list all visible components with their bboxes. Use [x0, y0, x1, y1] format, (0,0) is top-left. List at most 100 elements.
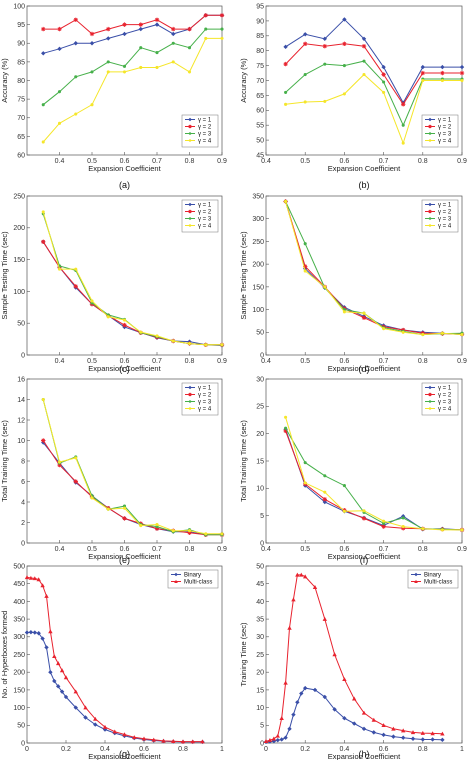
series-4	[41, 210, 224, 347]
data-point	[73, 17, 78, 22]
x-tick-label: 0	[25, 746, 29, 753]
x-tick-label: 0.8	[185, 158, 195, 165]
chart-caption: (c)	[119, 364, 130, 374]
data-point	[41, 239, 46, 244]
data-point	[362, 509, 366, 513]
data-point	[188, 209, 192, 214]
y-tick-label: 0	[21, 740, 25, 747]
data-point	[219, 13, 225, 18]
y-tick-label: 70	[17, 115, 25, 122]
y-tick-label: 60	[256, 108, 264, 115]
legend-entry: γ = 3	[198, 217, 212, 223]
x-tick-label: 0.6	[340, 158, 350, 165]
data-point	[57, 90, 62, 94]
data-point	[188, 385, 192, 390]
data-point	[332, 652, 337, 657]
data-point	[361, 710, 367, 715]
legend-box	[421, 199, 459, 233]
y-tick-label: 10	[256, 705, 264, 712]
data-point	[106, 315, 110, 319]
y-tick-label: 450	[13, 581, 25, 588]
data-point	[28, 629, 34, 635]
data-point	[41, 51, 46, 56]
series-3	[41, 27, 224, 107]
data-point	[220, 36, 224, 40]
legend: γ = 1γ = 2γ = 3γ = 4	[421, 382, 459, 416]
legend: γ = 1γ = 2γ = 3γ = 4	[181, 199, 219, 233]
y-axis-label: Total Training Time (sec)	[239, 420, 248, 502]
data-point	[362, 59, 366, 63]
data-point	[401, 525, 405, 529]
series-4	[284, 415, 464, 532]
data-point	[323, 474, 327, 478]
y-tick-label: 0	[21, 540, 25, 547]
y-tick-label: 100	[13, 705, 25, 712]
x-axis-label: Expansion Coefficient	[328, 752, 401, 760]
x-tick-label: 1	[220, 746, 224, 753]
data-point	[188, 202, 192, 207]
chart-caption: (h)	[359, 749, 370, 759]
series-line	[285, 43, 462, 106]
data-point	[284, 102, 288, 106]
y-tick-label: 70	[256, 78, 264, 85]
series-line	[42, 399, 222, 535]
data-point	[428, 217, 432, 220]
data-point	[401, 102, 406, 107]
y-tick-label: 50	[256, 330, 264, 337]
data-point	[428, 224, 432, 227]
y-tick-label: 60	[17, 152, 25, 159]
data-point	[361, 315, 367, 320]
data-point	[57, 460, 62, 464]
data-point	[287, 726, 292, 732]
x-axis-label: Expansion Coefficient	[328, 164, 401, 173]
data-point	[138, 22, 143, 27]
y-tick-label: 65	[256, 93, 264, 100]
data-point	[187, 530, 192, 535]
x-tick-label: 0.9	[457, 358, 467, 365]
y-tick-label: 10	[17, 438, 25, 445]
x-tick-label: 0.4	[100, 746, 110, 753]
series-line	[285, 417, 462, 531]
y-tick-label: 50	[17, 321, 25, 328]
x-tick-label: 0.6	[340, 358, 350, 365]
data-point	[284, 199, 288, 203]
data-point	[139, 46, 143, 50]
series-2	[263, 572, 445, 743]
data-point	[41, 26, 46, 32]
data-point	[428, 400, 432, 403]
data-point	[32, 630, 37, 635]
data-point	[382, 521, 386, 525]
chart-caption: (e)	[119, 555, 130, 565]
chart-caption: (g)	[119, 749, 130, 759]
x-axis-label: Expansion Coefficient	[88, 364, 161, 373]
data-point	[89, 31, 95, 37]
data-point	[155, 334, 159, 338]
data-point	[36, 577, 41, 582]
data-point	[362, 311, 366, 315]
series-line	[42, 37, 222, 143]
data-point	[428, 202, 432, 207]
chart-b: 0.4 0.5 0.6 0.7 0.8 0.9 45 50 55 60 65 70 75 80 85 90 95…	[239, 3, 467, 190]
data-point	[279, 737, 284, 742]
data-point	[401, 735, 406, 740]
y-tick-label: 30	[256, 376, 264, 383]
data-point	[93, 722, 98, 727]
y-axis-label: Total Training Time (sec)	[0, 420, 9, 502]
data-point	[303, 481, 307, 485]
x-tick-label: 0.4	[55, 158, 65, 165]
data-point	[275, 733, 280, 738]
data-point	[342, 92, 346, 96]
data-point	[188, 217, 192, 220]
data-point	[382, 80, 386, 84]
data-point	[428, 139, 432, 142]
y-tick-label: 75	[17, 97, 25, 104]
chart-caption: (a)	[119, 180, 130, 190]
data-point	[440, 731, 445, 736]
data-point	[382, 519, 386, 523]
x-tick-label: 0.6	[120, 358, 130, 365]
data-point	[382, 327, 386, 331]
data-point	[122, 70, 127, 74]
x-tick-label: 0.9	[217, 158, 227, 165]
